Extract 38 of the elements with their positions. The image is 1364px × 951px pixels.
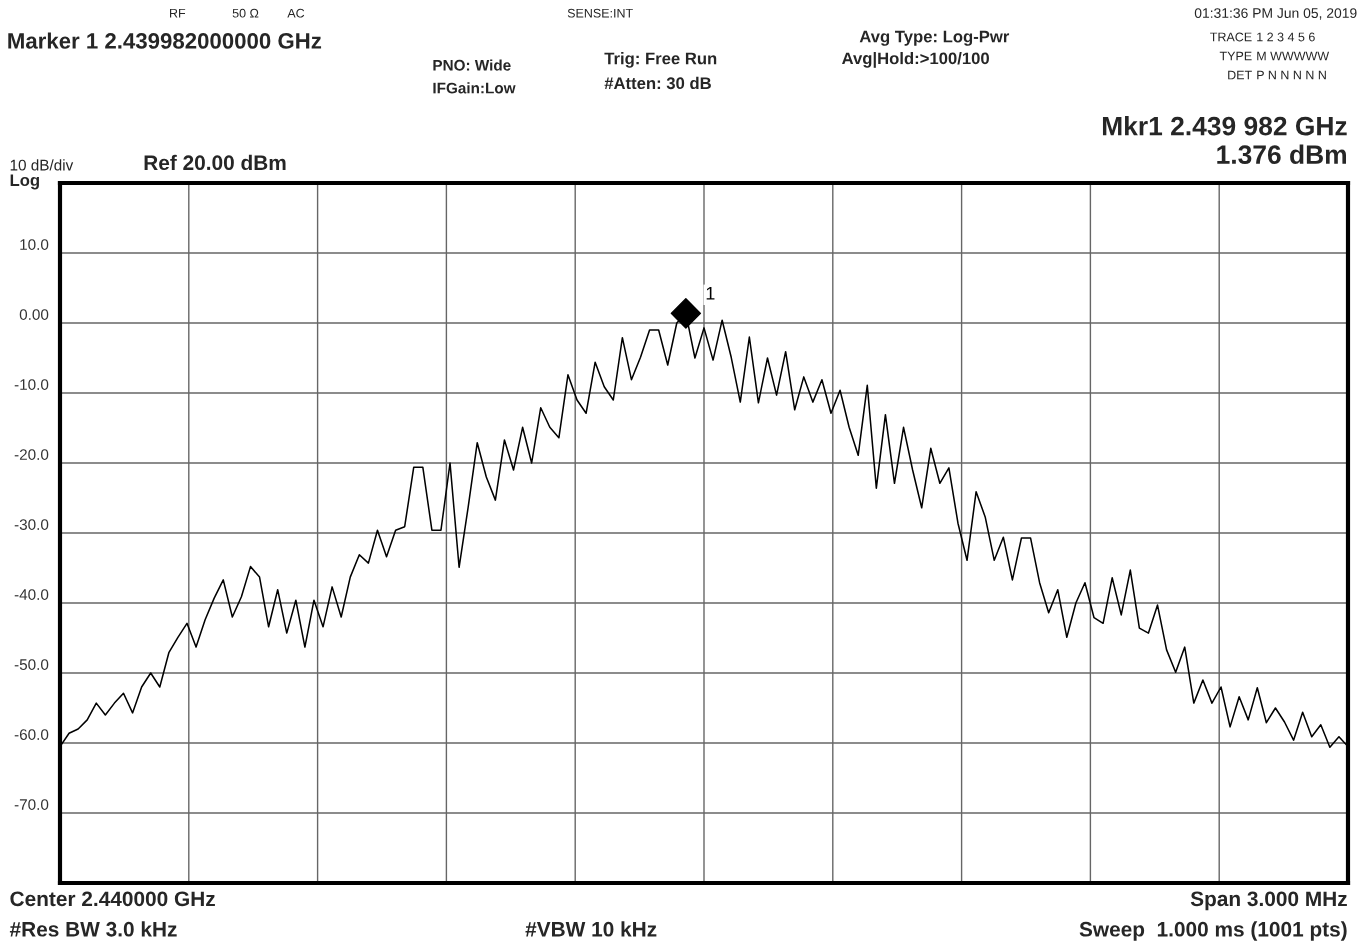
y-tick-label: 10.0: [20, 239, 49, 250]
text: 10 dB/div: [10, 159, 74, 171]
text: AC: [287, 8, 305, 18]
text: Avg Type: Log-Pwr: [859, 30, 1010, 46]
text: IFGain:Low: [433, 82, 516, 94]
y-tick-label: -10.0: [14, 379, 49, 390]
text: PNO: Wide: [433, 59, 511, 71]
y-tick-label: -20.0: [14, 449, 49, 460]
y-tick-label: -40.0: [14, 589, 49, 600]
y-tick-label: -60.0: [14, 729, 49, 740]
y-tick-label: -70.0: [14, 799, 49, 810]
text: Trig: Free Run: [604, 52, 717, 68]
chart-title: Marker 1 2.439982000000 GHz: [8, 32, 322, 49]
text: M WWWWW: [1257, 51, 1330, 61]
text: Log: [10, 174, 39, 190]
text: P N N N N N: [1257, 70, 1326, 80]
text: TRACE: [1210, 32, 1252, 42]
text: Ref 20.00 dBm: [144, 154, 286, 171]
text: Avg|Hold:>100/100: [842, 52, 989, 68]
y-tick-label: 0.00: [19, 309, 49, 320]
text: Span 3.000 MHz: [1190, 891, 1347, 911]
data-label: 1: [706, 287, 715, 300]
text: #Atten: 30 dB: [604, 76, 711, 90]
text: DET: [1228, 70, 1252, 80]
y-tick-label: -30.0: [14, 519, 49, 530]
text: Mkr1 2.439 982 GHz: [1102, 116, 1347, 136]
text: 50 Ω: [232, 8, 259, 18]
text: #VBW 10 kHz: [525, 921, 657, 937]
text: TYPE: [1219, 51, 1252, 61]
y-tick-label: -50.0: [14, 659, 49, 670]
text: Center 2.440000 GHz: [10, 891, 215, 907]
text: SENSE:INT: [567, 8, 633, 18]
text: 1.376 dBm: [1217, 144, 1346, 165]
text: Sweep 1.000 ms (1001 pts): [1079, 921, 1347, 941]
text: RF: [170, 8, 186, 18]
text: #Res BW 3.0 kHz: [9, 921, 177, 937]
text: 1 2 3 4 5 6: [1257, 32, 1315, 42]
text: 01:31:36 PM Jun 05, 2019: [1194, 8, 1357, 20]
